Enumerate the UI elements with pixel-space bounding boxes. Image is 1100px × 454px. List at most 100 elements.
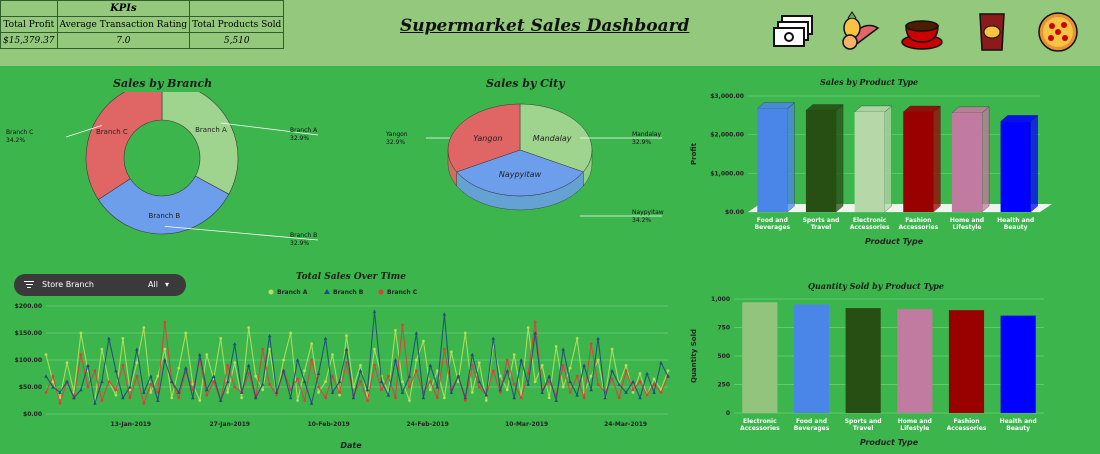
filter-icon <box>24 281 34 290</box>
series-point <box>93 401 97 405</box>
city-value-label: 32.9% <box>632 139 651 146</box>
series-point <box>610 369 614 373</box>
x-tick-label: Food and Beverages <box>794 418 830 432</box>
city-slice-yangon <box>447 103 521 173</box>
series-point <box>491 336 496 340</box>
series-point <box>596 336 600 340</box>
qty-bar-chart: 0 250 500 750 1,000 Electronic Accessories Food… <box>690 296 1044 447</box>
series-point <box>589 387 593 392</box>
series-point <box>338 391 341 394</box>
series-point <box>65 361 69 365</box>
series-point <box>512 382 516 386</box>
legend-branch-b: Branch B <box>333 289 364 296</box>
x-tick-label: Food and Beverages <box>755 217 791 231</box>
x-axis-label: Date <box>340 441 362 450</box>
bar-electronic-accessories-top <box>854 105 893 113</box>
bar-health-and-beauty-top <box>1000 115 1039 122</box>
series-point <box>659 391 663 394</box>
coffee-cup-icon <box>901 20 943 50</box>
x-tick-label: 13-Jan-2019 <box>111 421 152 428</box>
time-chart-title: Total Sales Over Time <box>296 272 406 282</box>
filter-value: All <box>148 280 158 289</box>
city-slice-mandalay <box>519 103 593 173</box>
series-point <box>100 379 104 384</box>
series-point <box>79 387 83 392</box>
series-point <box>190 396 195 400</box>
series-point <box>142 401 146 405</box>
series-point <box>317 391 320 394</box>
series-point <box>359 380 362 383</box>
series-point <box>302 379 307 384</box>
series-point <box>260 382 265 386</box>
series-point <box>176 390 181 394</box>
store-branch-filter[interactable]: Store Branch All ▾ <box>14 274 186 296</box>
series-point <box>58 390 62 394</box>
series-point <box>561 347 565 351</box>
series-point <box>93 369 97 373</box>
x-tick-label: Health and Beauty <box>997 217 1034 231</box>
series-point <box>198 399 202 402</box>
city-chart-title: Sales by City <box>486 77 565 90</box>
series-point <box>324 396 327 400</box>
series-point <box>463 331 467 335</box>
series-point <box>324 380 327 383</box>
series-point <box>645 393 649 397</box>
y-tick-label: 1,000 <box>711 296 730 303</box>
series-point <box>386 393 391 397</box>
series-point <box>526 372 530 375</box>
legend-branch-c: Branch C <box>387 289 418 296</box>
y-tick-label: 250 <box>717 382 730 389</box>
series-point <box>296 399 299 402</box>
donut-leader-line <box>220 122 319 136</box>
series-point <box>547 380 551 383</box>
x-tick-label: 24-Mar-2019 <box>604 421 647 428</box>
series-point <box>603 396 607 400</box>
series-point <box>659 360 663 365</box>
donut-slice-branch-b <box>97 175 230 235</box>
y-tick-label: $0.00 <box>23 411 42 418</box>
kpi-header-products: Total Products Sold <box>189 16 285 33</box>
city-slice-naypyitaw <box>456 149 584 197</box>
series-point <box>149 374 153 378</box>
series-point <box>254 374 258 378</box>
series-point <box>274 390 279 394</box>
series-point <box>142 390 146 394</box>
donut-label-branch-a: Branch A <box>290 127 318 134</box>
bar-food-and-beverages <box>757 108 788 212</box>
x-tick-label: 10-Mar-2019 <box>505 421 548 428</box>
chevron-down-icon: ▾ <box>165 280 170 289</box>
series-point <box>505 369 510 373</box>
series-point <box>428 388 432 392</box>
series-point <box>540 364 544 367</box>
series-point <box>617 382 621 386</box>
donut-inner-label: Branch A <box>195 126 227 134</box>
y-tick-label: $50.00 <box>19 384 42 391</box>
series-point <box>267 333 272 338</box>
series-point <box>239 390 244 394</box>
series-point <box>240 396 244 400</box>
series-point <box>484 393 489 397</box>
bar-electronic-accessories <box>742 302 778 413</box>
series-point <box>477 361 481 365</box>
series-point <box>79 353 83 356</box>
y-axis-label: Quantity Sold <box>690 329 698 383</box>
series-point <box>400 390 405 394</box>
series-point <box>435 385 440 389</box>
y-tick-label: $2,000.00 <box>710 132 744 139</box>
series-point <box>421 396 426 400</box>
kpi-header-rating: Average Transaction Rating <box>56 16 191 33</box>
series-point <box>135 347 139 351</box>
series-point <box>121 396 125 400</box>
series-point <box>114 393 118 397</box>
series-point <box>526 382 531 386</box>
legend-marker <box>268 289 274 295</box>
series-line-branch-b <box>45 311 669 406</box>
series-point <box>177 396 181 400</box>
series-point <box>477 379 482 384</box>
series-point <box>100 347 104 351</box>
series-point <box>547 396 551 400</box>
series-point <box>498 374 502 378</box>
series-point <box>310 342 313 346</box>
series-point <box>575 337 579 340</box>
